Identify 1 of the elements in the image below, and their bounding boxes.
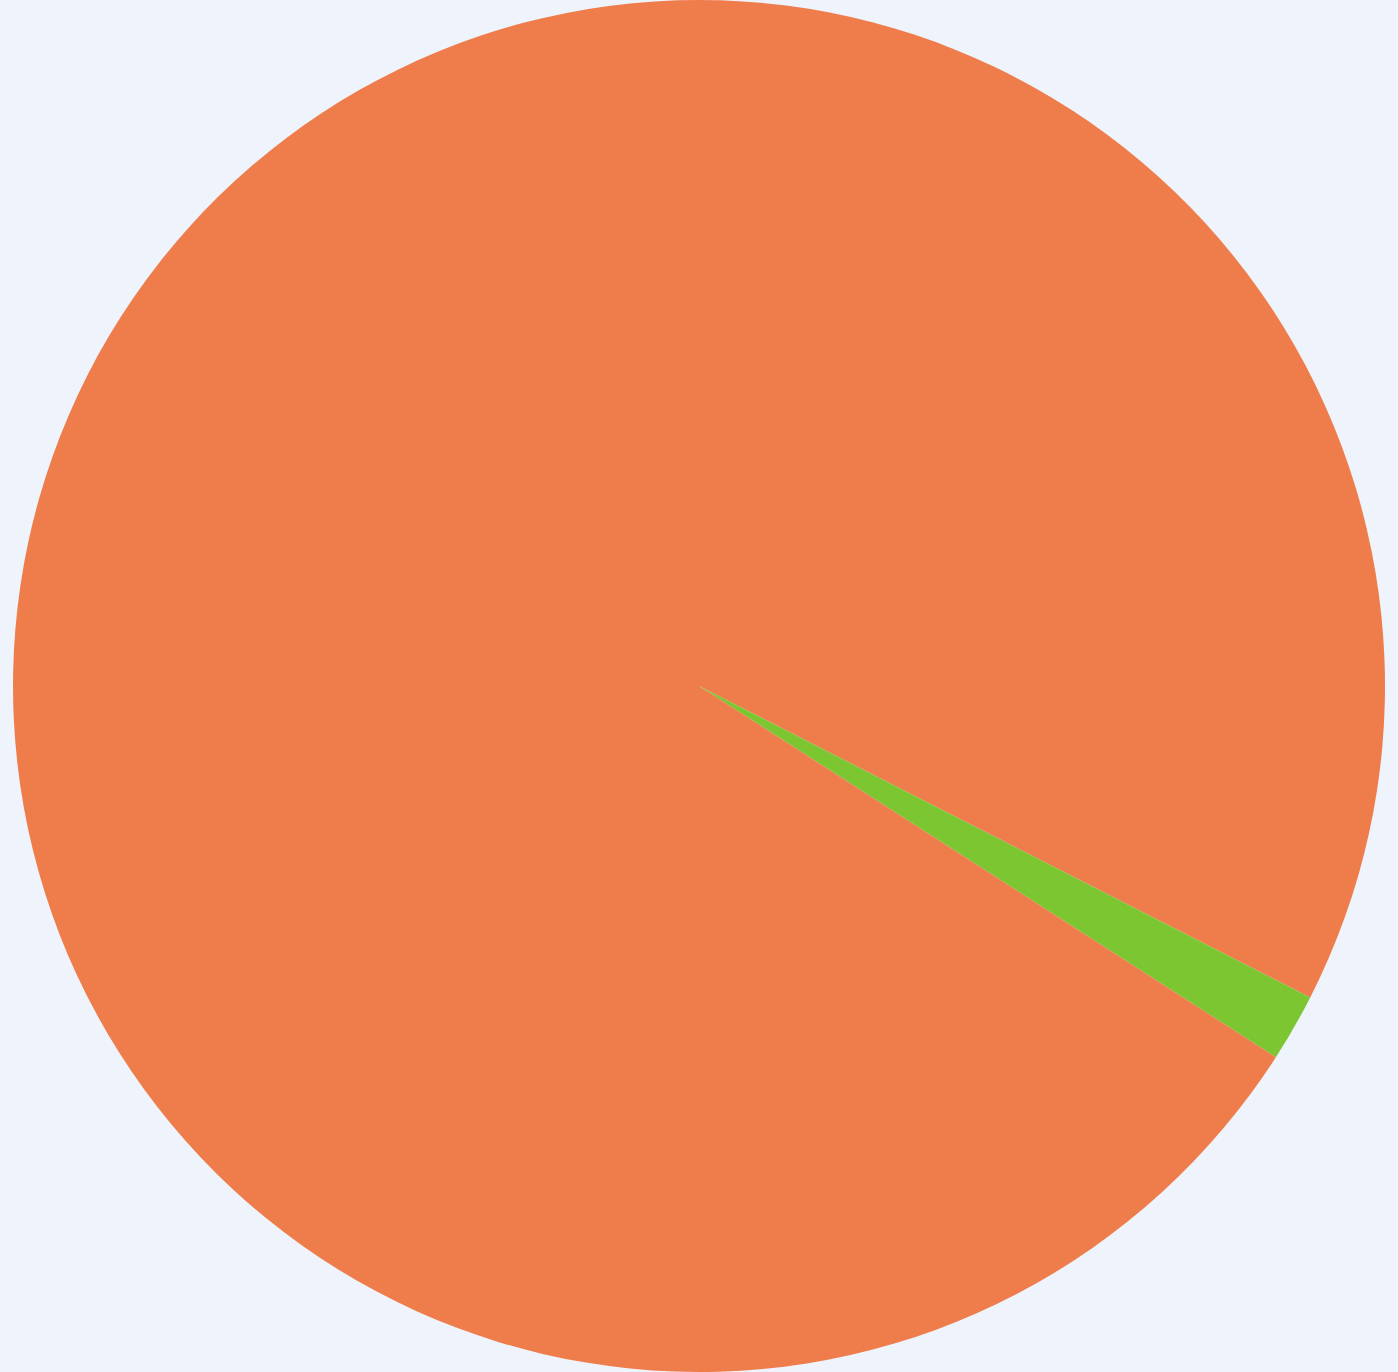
pie-slice	[699, 686, 1311, 1058]
